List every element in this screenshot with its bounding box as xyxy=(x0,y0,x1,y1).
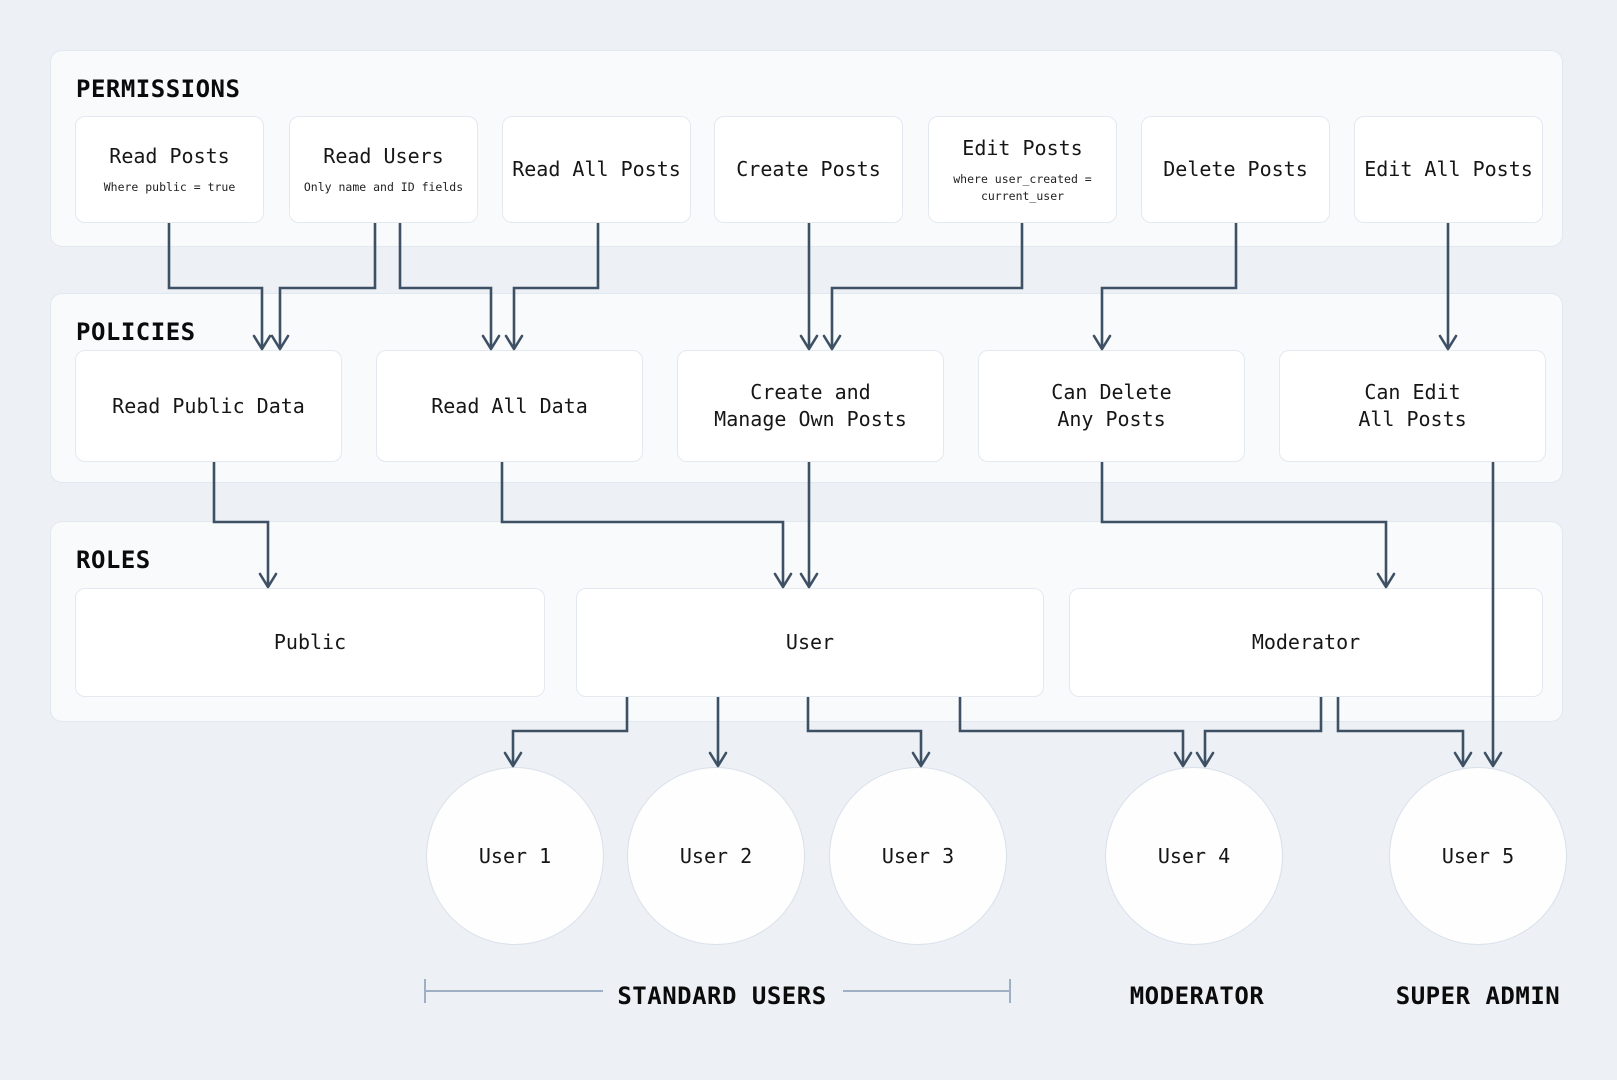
permissions-panel-title: PERMISSIONS xyxy=(76,75,241,103)
permission-node-create-posts: Create Posts xyxy=(714,116,903,223)
policy-node-read-public-data: Read Public Data xyxy=(75,350,342,462)
role-node-user: User xyxy=(576,588,1044,697)
roles-panel-title: ROLES xyxy=(76,546,151,574)
policy-node-read-all-data: Read All Data xyxy=(376,350,643,462)
permission-title: Delete Posts xyxy=(1163,157,1308,181)
permission-subtitle: Only name and ID fields xyxy=(303,180,464,195)
policy-title: Read All Data xyxy=(431,393,588,418)
policy-title-line1: Can Delete xyxy=(1051,380,1172,404)
policy-title-line1: Can Edit xyxy=(1364,380,1461,404)
policy-title-line2: Any Posts xyxy=(1057,407,1166,431)
standard-users-bracket-right-line xyxy=(843,990,1010,992)
standard-users-bracket-right-tick xyxy=(1009,979,1011,1003)
permission-subtitle: where user_created = current_user xyxy=(953,171,1092,203)
group-label-moderator: MODERATOR xyxy=(1129,982,1265,1010)
role-node-public: Public xyxy=(75,588,545,697)
permission-title: Edit Posts xyxy=(962,135,1083,160)
permission-node-read-users: Read Users Only name and ID fields xyxy=(289,116,478,223)
permission-title: Edit All Posts xyxy=(1364,157,1533,181)
permission-title: Read All Posts xyxy=(512,157,681,181)
permission-node-read-posts: Read Posts Where public = true xyxy=(75,116,264,223)
user-label: User 2 xyxy=(679,844,753,868)
permission-node-edit-all-posts: Edit All Posts xyxy=(1354,116,1543,223)
user-label: User 4 xyxy=(1157,844,1231,868)
user-label: User 1 xyxy=(478,844,552,868)
user-circle-2: User 2 xyxy=(627,767,805,945)
user-circle-3: User 3 xyxy=(829,767,1007,945)
permission-subtitle: Where public = true xyxy=(103,180,236,195)
permission-node-read-all-posts: Read All Posts xyxy=(502,116,691,223)
policy-title-line1: Create and xyxy=(750,380,871,404)
standard-users-bracket-left-tick xyxy=(424,979,426,1003)
permission-title: Read Users xyxy=(323,144,444,169)
policy-title-line2: All Posts xyxy=(1358,407,1467,431)
group-label-super-admin: SUPER ADMIN xyxy=(1395,982,1561,1010)
user-circle-1: User 1 xyxy=(426,767,604,945)
policy-title-line2: Manage Own Posts xyxy=(714,407,907,431)
standard-users-bracket-left-line xyxy=(425,990,603,992)
policy-node-can-delete-any-posts: Can Delete Any Posts xyxy=(978,350,1245,462)
user-label: User 3 xyxy=(881,844,955,868)
role-label: Moderator xyxy=(1251,630,1361,654)
permission-title: Read Posts xyxy=(109,144,230,169)
user-circle-5: User 5 xyxy=(1389,767,1567,945)
permission-title: Create Posts xyxy=(736,157,881,181)
policy-title: Read Public Data xyxy=(112,393,305,418)
user-circle-4: User 4 xyxy=(1105,767,1283,945)
permission-node-delete-posts: Delete Posts xyxy=(1141,116,1330,223)
user-label: User 5 xyxy=(1441,844,1515,868)
policy-node-create-manage-own-posts: Create and Manage Own Posts xyxy=(677,350,944,462)
policy-node-can-edit-all-posts: Can Edit All Posts xyxy=(1279,350,1546,462)
role-node-moderator: Moderator xyxy=(1069,588,1543,697)
policies-panel-title: POLICIES xyxy=(76,318,196,346)
group-label-standard-users: STANDARD USERS xyxy=(617,982,827,1010)
role-label: User xyxy=(785,630,835,654)
permission-node-edit-posts: Edit Posts where user_created = current_… xyxy=(928,116,1117,223)
role-label: Public xyxy=(273,630,347,654)
